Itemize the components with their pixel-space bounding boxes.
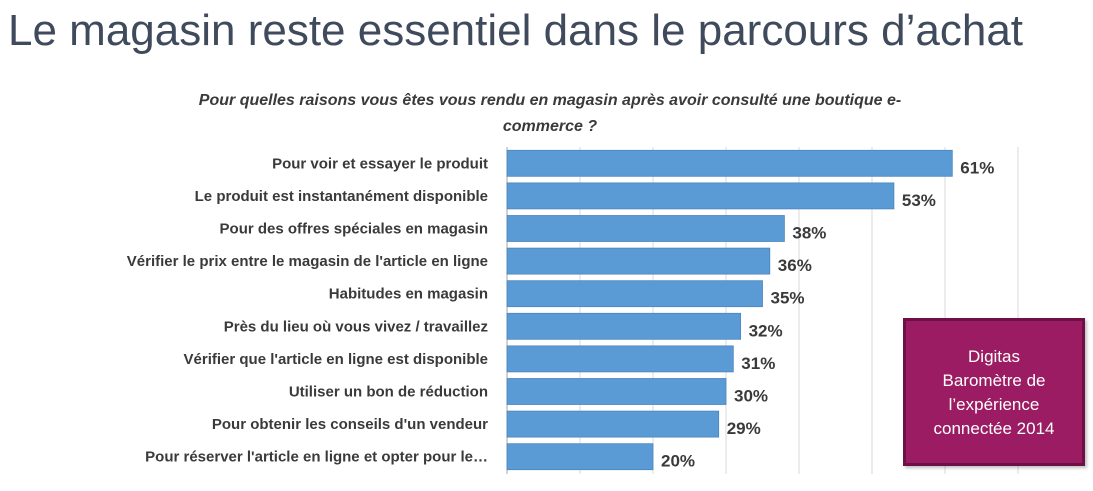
value-label: 53% xyxy=(902,191,936,210)
category-label: Vérifier que l'article en ligne est disp… xyxy=(184,351,488,368)
bar xyxy=(506,215,785,242)
bar xyxy=(506,378,727,405)
category-label: Le produit est instantanément disponible xyxy=(195,188,488,205)
bar xyxy=(506,149,953,177)
category-label: Pour obtenir les conseils d'un vendeur xyxy=(212,416,488,433)
value-label: 35% xyxy=(771,289,805,308)
source-line: l’expérience xyxy=(948,395,1040,414)
value-label: 32% xyxy=(749,321,783,340)
bar xyxy=(506,410,720,438)
chart-question: Pour quelles raisons vous êtes vous rend… xyxy=(198,92,902,135)
value-label: 38% xyxy=(792,224,826,243)
bar xyxy=(506,247,771,275)
value-label: 31% xyxy=(741,354,775,373)
bar xyxy=(506,182,895,210)
category-label: Utiliser un bon de réduction xyxy=(289,384,488,401)
category-label: Pour des offres spéciales en magasin xyxy=(220,221,488,238)
category-label: Pour réserver l'article en ligne et opte… xyxy=(145,449,488,466)
source-line: Digitas xyxy=(968,347,1020,366)
bar xyxy=(506,280,763,308)
source-line: connectée 2014 xyxy=(933,419,1055,438)
category-label: Pour voir et essayer le produit xyxy=(272,155,488,172)
value-label: 30% xyxy=(734,387,768,406)
slide-title: Le magasin reste essentiel dans le parco… xyxy=(8,6,1024,55)
source-line: Baromètre de xyxy=(942,371,1046,390)
value-label: 36% xyxy=(778,256,812,275)
bar xyxy=(506,312,742,340)
source-box: Digitas Baromètre de l’expérience connec… xyxy=(903,318,1085,466)
value-label: 29% xyxy=(727,419,761,438)
category-label: Près du lieu où vous vivez / travaillez xyxy=(224,318,488,335)
bar xyxy=(506,443,654,471)
category-label: Vérifier le prix entre le magasin de l'a… xyxy=(127,253,488,270)
value-label: 20% xyxy=(661,452,695,471)
value-label: 61% xyxy=(960,158,994,177)
category-label: Habitudes en magasin xyxy=(329,286,488,303)
bar xyxy=(506,345,734,373)
